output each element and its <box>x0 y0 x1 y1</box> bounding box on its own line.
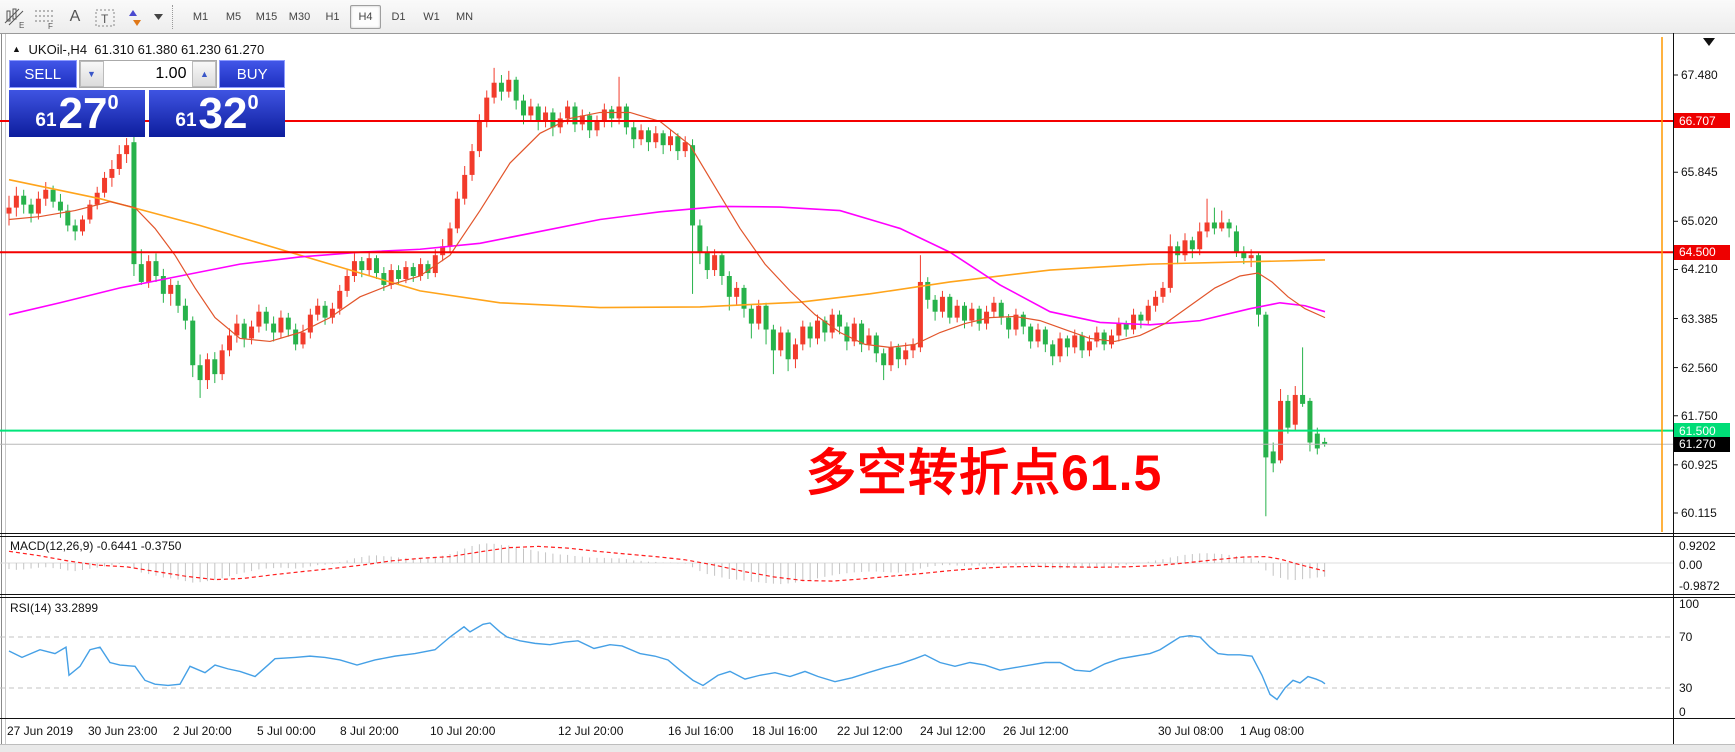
sell-button[interactable]: SELL <box>9 60 77 88</box>
toolbar-separator <box>172 4 178 29</box>
timeframe-button-h4[interactable]: H4 <box>350 4 381 29</box>
rsi-tick-label: 30 <box>1679 681 1693 695</box>
time-axis-label: 27 Jun 2019 <box>7 724 74 738</box>
price-tick-label: 67.480 <box>1681 68 1718 82</box>
ask-price-sup: 0 <box>247 92 259 114</box>
hline-price-badge: 64.500 <box>1674 244 1730 260</box>
timeframe-button-m1[interactable]: M1 <box>192 10 209 23</box>
time-axis-label: 5 Jul 00:00 <box>257 724 316 738</box>
price-tick-label: 62.560 <box>1681 360 1718 375</box>
time-axis-label: 10 Jul 20:00 <box>430 724 496 738</box>
time-axis-label: 30 Jun 23:00 <box>88 724 158 738</box>
collapse-triangle-icon[interactable]: ▲ <box>12 44 21 54</box>
time-axis-label: 22 Jul 12:00 <box>837 724 903 738</box>
rsi-layer <box>0 622 1673 701</box>
symbol-name: UKOil-,H4 <box>28 42 88 57</box>
dropdown-caret-icon[interactable] <box>152 5 164 29</box>
macd-layer <box>0 543 1673 585</box>
moving-averages-layer <box>8 111 1326 348</box>
buy-button[interactable]: BUY <box>219 60 285 88</box>
price-tick-label: 61.750 <box>1681 408 1718 423</box>
hline-price-badge: 66.707 <box>1674 113 1730 129</box>
timeframe-button-m15[interactable]: M15 <box>255 10 278 23</box>
timeframe-button-d1[interactable]: D1 <box>391 10 406 23</box>
chart-title: ▲ UKOil-,H4 61.310 61.380 61.230 61.270 <box>12 42 264 57</box>
window-left-border-inner <box>5 33 6 752</box>
time-axis-label: 16 Jul 16:00 <box>668 724 734 738</box>
horizontal-lines-layer <box>0 119 1673 445</box>
price-tick-label: 63.385 <box>1681 311 1718 326</box>
price-tick-label: 65.020 <box>1681 214 1718 229</box>
label-t-icon[interactable]: T <box>92 5 118 29</box>
bid-price-tile[interactable]: 61 27 0 <box>9 88 145 138</box>
time-axis-label: 12 Jul 20:00 <box>558 724 624 738</box>
volume-value[interactable]: 1.00 <box>155 65 187 82</box>
rsi-tick-label: 100 <box>1679 597 1700 611</box>
chart-expert-icon[interactable]: E <box>2 5 28 29</box>
macd-tick-label: -0.9872 <box>1679 579 1720 593</box>
rsi-label: RSI(14) 33.2899 <box>10 601 99 615</box>
time-axis-label: 1 Aug 08:00 <box>1240 724 1305 738</box>
time-axis-label: 8 Jul 20:00 <box>340 724 399 738</box>
time-axis-label: 26 Jul 12:00 <box>1003 724 1069 738</box>
timeframe-button-m5[interactable]: M5 <box>225 10 242 23</box>
macd-label: MACD(12,26,9) -0.6441 -0.3750 <box>10 539 182 553</box>
time-axis-label: 24 Jul 12:00 <box>920 724 986 738</box>
timeframe-button-mn[interactable]: MN <box>455 10 474 23</box>
rsi-tick-label: 0 <box>1679 705 1686 719</box>
price-tick-label: 60.925 <box>1681 457 1718 472</box>
svg-text:T: T <box>101 12 109 26</box>
candles-and-lines-layer <box>0 37 1673 532</box>
volume-decrease-button[interactable]: ▼ <box>79 61 104 87</box>
volume-increase-button[interactable]: ▲ <box>192 61 217 87</box>
ask-price-small: 61 <box>175 109 197 131</box>
bid-price-badge: 61.270 <box>1674 436 1730 452</box>
macd-tick-label: 0.00 <box>1679 558 1703 572</box>
one-click-trade-panel: SELL ▼ 1.00 ▲ BUY 61 27 0 61 32 0 <box>9 60 285 138</box>
chart-annotation-text: 多空转折点61.5 <box>806 445 1163 501</box>
ask-price-big: 32 <box>198 88 248 138</box>
rsi-tick-label: 70 <box>1679 630 1693 644</box>
ask-price-tile[interactable]: 61 32 0 <box>149 88 285 138</box>
toolbar: E F A T M1 M5 M15 M <box>0 0 1735 34</box>
time-axis-label: 2 Jul 20:00 <box>173 724 232 738</box>
cycle-arrows-icon[interactable] <box>122 5 148 29</box>
window-left-border <box>1 33 2 752</box>
panel-frame-layer <box>0 33 1735 744</box>
grid-fibo-icon[interactable]: F <box>32 5 58 29</box>
price-tick-label: 64.210 <box>1681 262 1718 277</box>
price-tick-label: 60.115 <box>1681 505 1717 520</box>
text-a-icon[interactable]: A <box>69 7 81 25</box>
bid-price-sup: 0 <box>107 92 119 114</box>
bid-price-small: 61 <box>35 109 57 131</box>
price-tick-label: 65.845 <box>1681 165 1718 180</box>
volume-spinner: ▼ 1.00 ▲ <box>78 60 218 88</box>
svg-text:E: E <box>19 21 24 29</box>
timeframe-button-m30[interactable]: M30 <box>288 10 311 23</box>
ohlc-values: 61.310 61.380 61.230 61.270 <box>94 42 265 57</box>
hline-price-badge: 61.500 <box>1674 423 1730 439</box>
time-axis-label: 30 Jul 08:00 <box>1158 724 1224 738</box>
chart-shift-marker-icon[interactable] <box>1703 38 1715 46</box>
timeframe-buttons: M1 M5 M15 M30 H1 H4 D1 W1 MN <box>184 4 481 29</box>
timeframe-button-w1[interactable]: W1 <box>423 10 440 23</box>
macd-tick-label: 0.9202 <box>1679 539 1716 553</box>
time-axis-label: 18 Jul 16:00 <box>752 724 818 738</box>
bottom-scrollbar-strip[interactable] <box>0 744 1735 752</box>
svg-text:F: F <box>48 22 53 29</box>
bid-price-big: 27 <box>58 88 108 138</box>
timeframe-button-h1[interactable]: H1 <box>325 10 340 23</box>
